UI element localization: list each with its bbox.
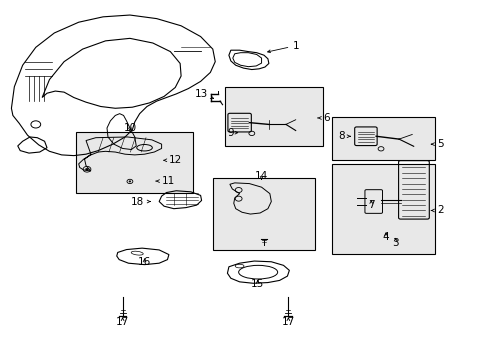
Text: 5: 5: [430, 139, 443, 149]
Text: 15: 15: [250, 279, 264, 289]
Text: 13: 13: [194, 89, 213, 99]
Bar: [331, 117, 434, 160]
Text: 1: 1: [267, 41, 299, 53]
Bar: [212, 178, 315, 250]
Circle shape: [129, 181, 131, 182]
Text: 17: 17: [281, 317, 294, 327]
Text: 7: 7: [367, 200, 374, 210]
Bar: [224, 87, 322, 146]
Text: 4: 4: [382, 232, 388, 242]
Text: 6: 6: [317, 113, 329, 123]
Circle shape: [85, 168, 88, 170]
Text: 3: 3: [391, 238, 398, 248]
Text: 12: 12: [163, 155, 182, 165]
Text: 11: 11: [156, 176, 175, 186]
Text: 18: 18: [131, 197, 150, 207]
Text: 16: 16: [138, 257, 151, 267]
Text: 2: 2: [430, 206, 443, 216]
Text: 8: 8: [337, 131, 349, 141]
Bar: [331, 164, 434, 253]
Text: 9: 9: [227, 128, 237, 138]
Text: 17: 17: [116, 317, 129, 327]
Text: 14: 14: [254, 171, 267, 181]
Text: 10: 10: [123, 123, 136, 133]
Bar: [76, 132, 193, 193]
